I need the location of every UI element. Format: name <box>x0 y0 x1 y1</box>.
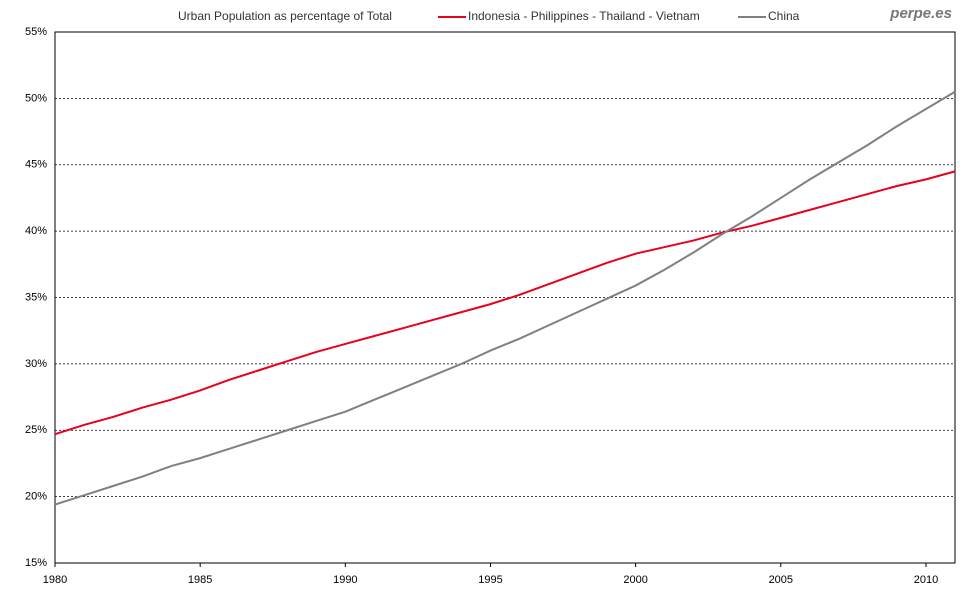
x-tick-label: 2005 <box>769 574 793 586</box>
x-tick-label: 1990 <box>333 574 357 586</box>
x-tick-label: 2010 <box>914 574 938 586</box>
y-tick-label: 35% <box>25 291 47 303</box>
y-tick-label: 45% <box>25 159 47 171</box>
y-tick-label: 40% <box>25 225 47 237</box>
y-tick-label: 50% <box>25 92 47 104</box>
series-line <box>54 90 956 506</box>
x-tick-label: 2000 <box>623 574 647 586</box>
y-tick-label: 15% <box>25 557 47 569</box>
x-tick-label: 1985 <box>188 574 212 586</box>
watermark: perpe.es <box>889 5 952 22</box>
chart-title: Urban Population as percentage of Total <box>178 9 392 23</box>
y-tick-label: 30% <box>25 358 47 370</box>
y-tick-label: 25% <box>25 424 47 436</box>
y-tick-label: 20% <box>25 491 47 503</box>
legend-label: China <box>768 9 800 23</box>
plot-frame <box>54 31 956 564</box>
y-tick-label: 55% <box>25 26 47 38</box>
x-tick-label: 1980 <box>43 574 67 586</box>
series-line <box>54 170 956 436</box>
legend-label: Indonesia - Philippines - Thailand - Vie… <box>468 9 700 23</box>
x-tick-label: 1995 <box>478 574 502 586</box>
